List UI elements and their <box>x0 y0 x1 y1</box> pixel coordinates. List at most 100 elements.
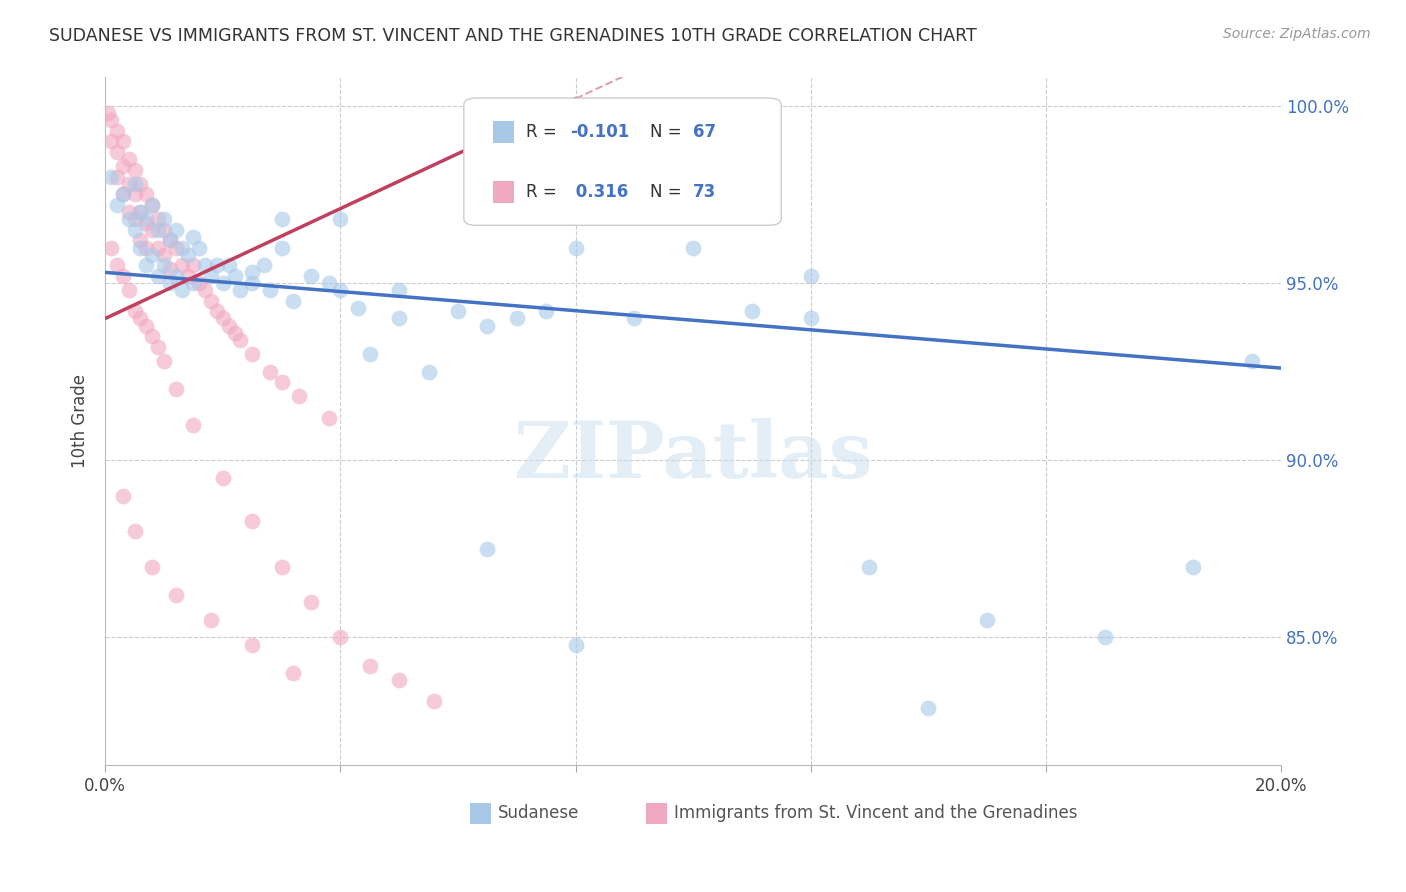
Text: SUDANESE VS IMMIGRANTS FROM ST. VINCENT AND THE GRENADINES 10TH GRADE CORRELATIO: SUDANESE VS IMMIGRANTS FROM ST. VINCENT … <box>49 27 977 45</box>
Point <box>165 588 187 602</box>
Point <box>506 311 529 326</box>
Point <box>118 212 141 227</box>
Point <box>200 268 222 283</box>
Point <box>105 258 128 272</box>
Point <box>153 354 176 368</box>
Point <box>170 258 193 272</box>
Bar <box>645 803 668 823</box>
Point <box>141 248 163 262</box>
Point <box>141 559 163 574</box>
Point <box>858 559 880 574</box>
Point <box>418 365 440 379</box>
Point <box>135 318 157 333</box>
Bar <box>494 120 515 143</box>
Point <box>205 258 228 272</box>
Point <box>129 205 152 219</box>
Text: Immigrants from St. Vincent and the Grenadines: Immigrants from St. Vincent and the Gren… <box>675 805 1078 822</box>
Point <box>159 234 181 248</box>
Point <box>976 613 998 627</box>
Point <box>288 389 311 403</box>
Point <box>240 514 263 528</box>
Point <box>176 268 198 283</box>
Point <box>183 276 205 290</box>
Point <box>194 283 217 297</box>
Point <box>135 216 157 230</box>
Point <box>124 223 146 237</box>
Point <box>97 106 120 120</box>
Point <box>259 283 281 297</box>
Point <box>188 241 211 255</box>
Point <box>153 212 176 227</box>
Point <box>111 159 134 173</box>
Point <box>229 333 252 347</box>
Point <box>146 241 169 255</box>
Point <box>270 559 292 574</box>
Point <box>388 283 411 297</box>
Point <box>111 187 134 202</box>
Point <box>682 241 704 255</box>
Point <box>105 169 128 184</box>
Point <box>359 347 381 361</box>
Point <box>183 417 205 432</box>
Point <box>129 205 152 219</box>
Point <box>118 205 141 219</box>
Point <box>124 212 146 227</box>
Point <box>318 410 340 425</box>
Point <box>1240 354 1263 368</box>
Point <box>359 658 381 673</box>
Point <box>318 276 340 290</box>
Point <box>623 311 645 326</box>
Point <box>741 304 763 318</box>
Point <box>270 376 292 390</box>
Point <box>423 694 446 708</box>
Text: R =: R = <box>526 183 562 202</box>
Point <box>105 145 128 159</box>
Point <box>253 258 276 272</box>
Text: 67: 67 <box>693 123 716 141</box>
Point <box>176 248 198 262</box>
Point <box>100 134 122 148</box>
Point <box>447 304 470 318</box>
Point <box>218 258 240 272</box>
Point <box>118 283 141 297</box>
Point <box>118 177 141 191</box>
FancyBboxPatch shape <box>464 98 782 226</box>
Point <box>159 234 181 248</box>
Point <box>329 212 352 227</box>
Point <box>141 223 163 237</box>
Point <box>259 365 281 379</box>
Point <box>153 223 176 237</box>
Point <box>159 276 181 290</box>
Point <box>224 326 246 340</box>
Point <box>135 258 157 272</box>
Point <box>299 268 322 283</box>
Bar <box>470 803 491 823</box>
Point <box>100 241 122 255</box>
Text: Sudanese: Sudanese <box>498 805 579 822</box>
Point <box>564 638 586 652</box>
Bar <box>494 181 515 203</box>
Point <box>283 293 305 308</box>
Point <box>211 471 233 485</box>
Point <box>183 258 205 272</box>
Point <box>188 276 211 290</box>
Point <box>159 261 181 276</box>
Point <box>477 318 499 333</box>
Point <box>165 268 187 283</box>
Point <box>111 134 134 148</box>
Point <box>141 198 163 212</box>
Point <box>165 241 187 255</box>
Point <box>299 595 322 609</box>
Text: -0.101: -0.101 <box>569 123 628 141</box>
Point <box>283 665 305 680</box>
Point <box>211 311 233 326</box>
Point <box>146 212 169 227</box>
Point <box>388 673 411 687</box>
Point <box>564 241 586 255</box>
Point <box>129 177 152 191</box>
Point <box>240 347 263 361</box>
Point <box>124 177 146 191</box>
Point <box>129 311 152 326</box>
Text: 0.316: 0.316 <box>569 183 628 202</box>
Point <box>146 268 169 283</box>
